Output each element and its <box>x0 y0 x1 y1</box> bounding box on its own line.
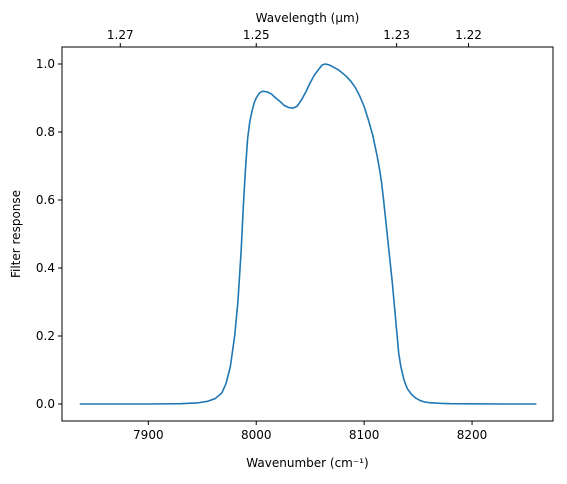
x-tick-label: 8000 <box>241 428 272 442</box>
y-tick-label: 0.8 <box>36 125 55 139</box>
top-tick-label: 1.23 <box>383 28 410 42</box>
top-tick-label: 1.25 <box>243 28 270 42</box>
x-tick-label: 8200 <box>457 428 488 442</box>
y-axis-label: Filter response <box>9 190 23 278</box>
plot-frame <box>61 46 554 422</box>
top-tick-label: 1.22 <box>455 28 482 42</box>
plot-area <box>62 47 553 421</box>
y-tick-label: 0.0 <box>36 397 55 411</box>
x-axis-label: Wavenumber (cm⁻¹) <box>246 456 368 470</box>
x-tick-label: 8100 <box>349 428 380 442</box>
x-tick-label: 7900 <box>133 428 164 442</box>
y-tick-label: 0.6 <box>36 193 55 207</box>
top-tick-label: 1.27 <box>107 28 134 42</box>
ticks-layer: 7900 8000 8100 8200 0.0 0.2 0.4 0.6 0.8 1.0 1.27 1.… <box>36 28 487 442</box>
y-tick-label: 0.4 <box>36 261 55 275</box>
series-line <box>79 63 537 405</box>
y-tick-label: 1.0 <box>36 57 55 71</box>
y-tick-label: 0.2 <box>36 329 55 343</box>
top-axis-label: Wavelength (μm) <box>256 11 360 25</box>
